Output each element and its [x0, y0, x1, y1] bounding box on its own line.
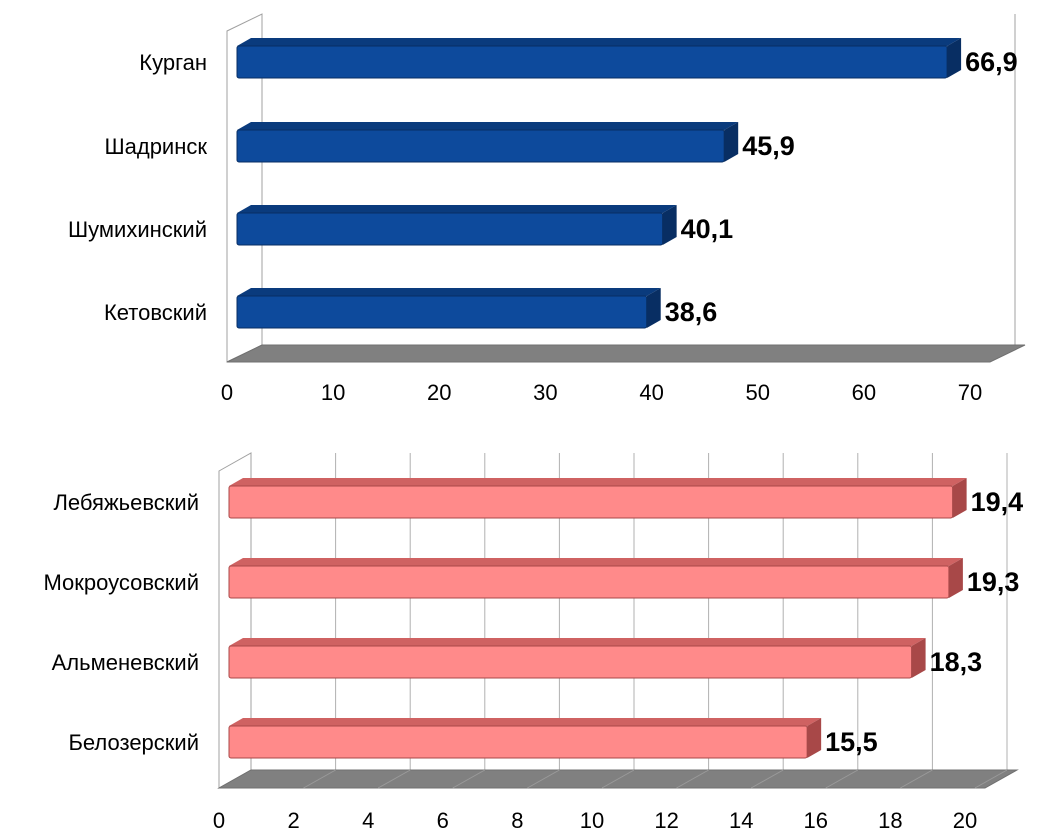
- tick-label: 8: [511, 808, 523, 833]
- tick-label: 0: [221, 380, 233, 405]
- gridline-floor: [750, 769, 784, 789]
- tick-label: 0: [213, 808, 225, 833]
- tick-label: 12: [654, 808, 678, 833]
- gridline-floor: [900, 769, 933, 789]
- gridline-floor: [377, 769, 411, 789]
- tick-label: 6: [437, 808, 449, 833]
- bar-top: [229, 718, 822, 726]
- bar-side: [724, 122, 739, 162]
- category-label: Мокроусовский: [43, 570, 199, 595]
- bar-top: [229, 558, 963, 566]
- gridline-floor: [676, 769, 709, 789]
- tick-label: 2: [287, 808, 299, 833]
- gridline-floor: [601, 769, 635, 789]
- category-label: Шадринск: [104, 134, 207, 159]
- bar: [236, 45, 948, 79]
- tick-label: 50: [745, 380, 769, 405]
- bar-top: [237, 288, 661, 296]
- bar-side: [948, 558, 963, 598]
- tick-label: 16: [804, 808, 828, 833]
- floor: [226, 344, 1026, 363]
- gridline-floor: [974, 769, 1008, 789]
- bar: [228, 645, 913, 679]
- bar-side: [911, 638, 926, 678]
- tick-label: 70: [958, 380, 982, 405]
- value-label: 19,3: [967, 567, 1020, 597]
- bar-side: [952, 478, 967, 518]
- bar: [228, 565, 950, 599]
- chart-bottom: Лебяжьевский 19,4 Мокроусовский 19,3 Альмене…: [43, 452, 1024, 833]
- value-label: 19,4: [971, 487, 1024, 517]
- chart-top: Курган 66,9 Шадринск 45,9 Шумихинский 40,1 Кет…: [68, 13, 1026, 405]
- category-label: Лебяжьевский: [53, 490, 199, 515]
- tick-label: 10: [321, 380, 345, 405]
- bar-top: [237, 122, 739, 130]
- tick-label: 40: [639, 380, 663, 405]
- bar-top: [237, 38, 962, 46]
- gridline-floor: [303, 769, 336, 789]
- bar: [228, 485, 954, 519]
- gridline-floor: [527, 769, 560, 789]
- bar-side: [646, 288, 661, 328]
- category-label: Белозерский: [68, 730, 199, 755]
- bar-side: [807, 718, 822, 758]
- tick-label: 18: [878, 808, 902, 833]
- category-label: Курган: [139, 50, 207, 75]
- category-label: Альменевский: [52, 650, 199, 675]
- tick-label: 20: [953, 808, 977, 833]
- value-label: 15,5: [825, 727, 878, 757]
- tick-label: 4: [362, 808, 374, 833]
- value-label: 38,6: [665, 297, 718, 327]
- bar-top: [229, 478, 967, 486]
- bar: [236, 295, 648, 329]
- bar: [236, 212, 664, 246]
- bar: [236, 129, 725, 163]
- tick-label: 14: [729, 808, 753, 833]
- value-label: 45,9: [742, 131, 795, 161]
- category-label: Шумихинский: [68, 217, 207, 242]
- bar-side: [662, 205, 677, 245]
- category-label: Кетовский: [104, 300, 207, 325]
- value-label: 66,9: [965, 47, 1018, 77]
- value-label: 40,1: [681, 214, 734, 244]
- tick-label: 10: [580, 808, 604, 833]
- bar: [228, 725, 808, 759]
- bar-top: [229, 638, 926, 646]
- tick-label: 20: [427, 380, 451, 405]
- gridline-floor: [452, 769, 486, 789]
- bar-side: [947, 38, 962, 78]
- value-label: 18,3: [930, 647, 983, 677]
- gridline-floor: [825, 769, 859, 789]
- tick-label: 60: [852, 380, 876, 405]
- bar-top: [237, 205, 677, 213]
- tick-label: 30: [533, 380, 557, 405]
